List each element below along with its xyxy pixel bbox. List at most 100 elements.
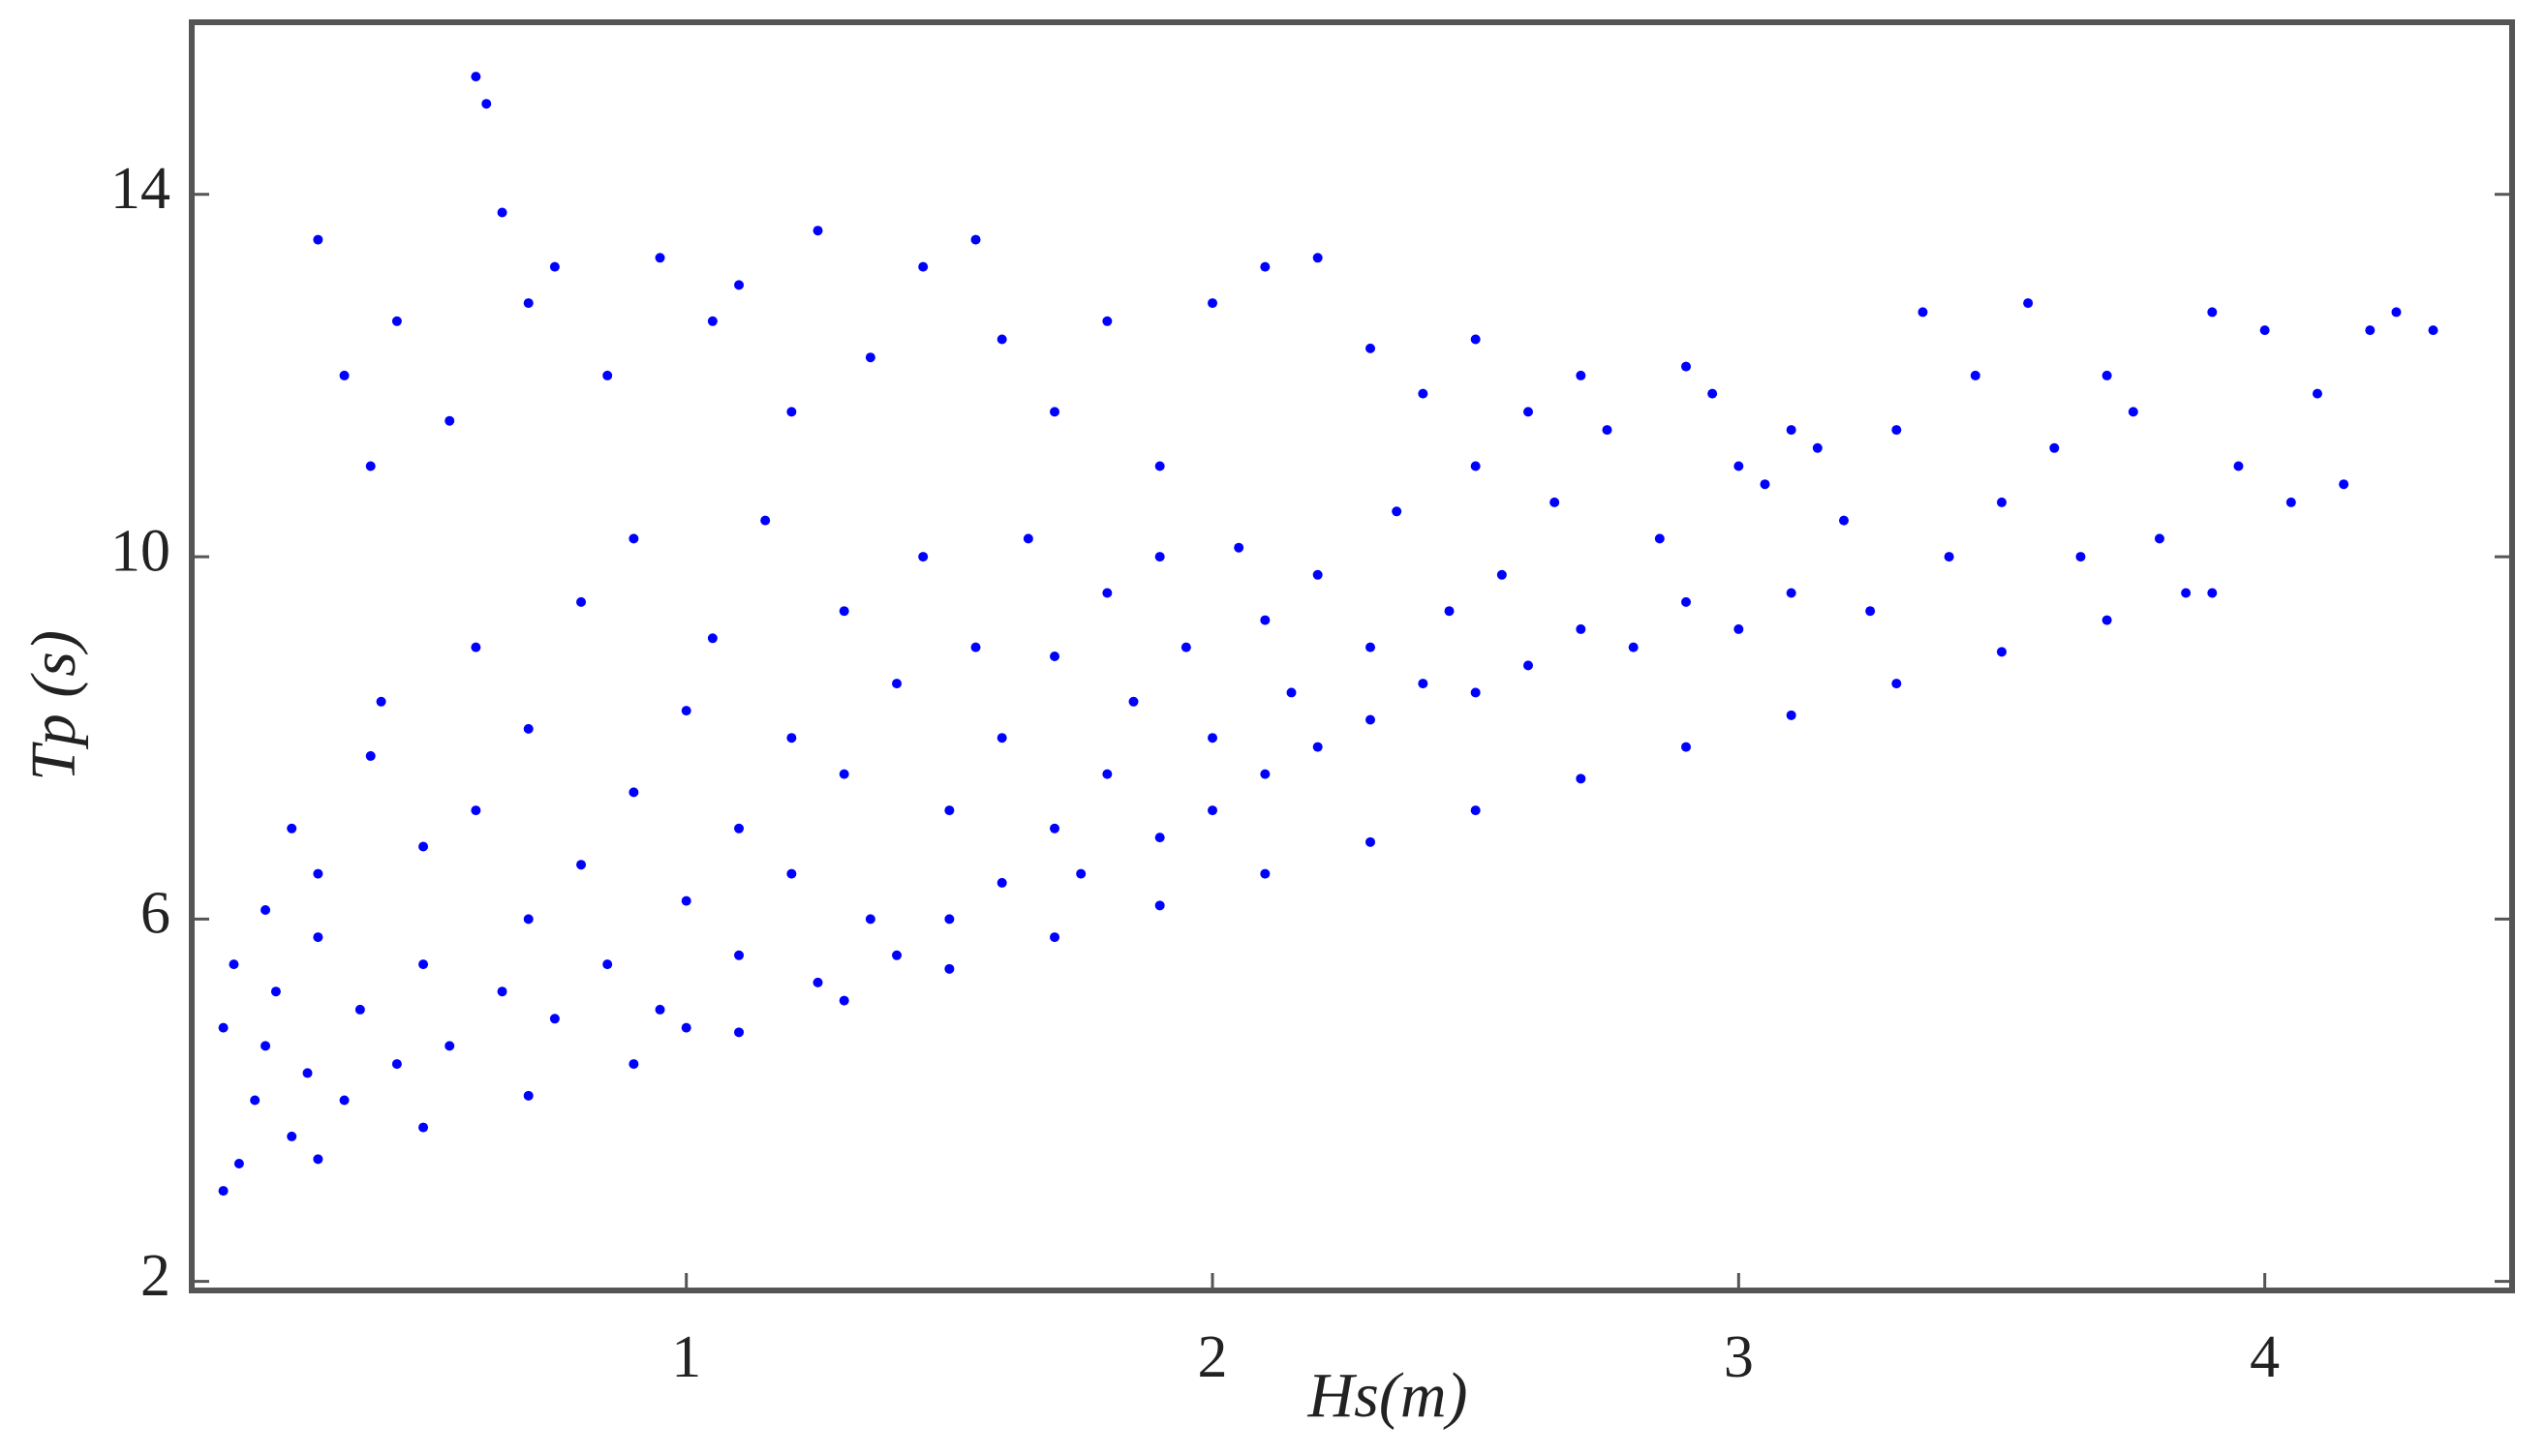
data-point <box>1260 261 1271 272</box>
data-point <box>839 606 849 617</box>
data-point <box>2075 552 2086 562</box>
data-point <box>2101 370 2112 380</box>
data-point <box>365 750 376 761</box>
data-point <box>1996 647 2007 657</box>
data-point <box>839 995 849 1006</box>
data-point <box>2207 588 2218 598</box>
data-point <box>376 696 386 707</box>
y-tick-label: 14 <box>110 156 170 222</box>
data-point <box>1260 769 1271 779</box>
data-point <box>839 769 849 779</box>
data-point <box>602 370 613 380</box>
data-point <box>2312 388 2322 399</box>
data-point <box>523 298 534 309</box>
data-point <box>1944 552 1954 562</box>
data-point <box>549 1014 560 1024</box>
data-point <box>471 642 481 652</box>
data-point <box>629 1059 639 1070</box>
data-point <box>2128 407 2138 417</box>
data-point <box>1234 542 1244 553</box>
data-point <box>1286 687 1297 698</box>
data-point <box>1102 316 1113 326</box>
data-point <box>313 234 323 245</box>
data-point <box>313 868 323 879</box>
data-point <box>1470 334 1481 345</box>
data-point <box>1576 370 1586 380</box>
data-point <box>1418 679 1428 689</box>
data-point <box>1996 497 2007 507</box>
data-point <box>1707 388 1718 399</box>
data-point <box>1023 533 1033 544</box>
data-point <box>1181 642 1191 652</box>
data-point <box>707 316 718 326</box>
data-point <box>892 950 903 960</box>
data-point <box>229 959 239 970</box>
data-point <box>1470 687 1481 698</box>
data-point <box>1154 461 1165 471</box>
data-point <box>997 877 1007 888</box>
x-tick-label: 2 <box>1198 1324 1228 1390</box>
data-point <box>1208 805 1218 816</box>
data-point <box>2259 325 2270 336</box>
data-point <box>2285 497 2296 507</box>
data-point <box>302 1068 313 1078</box>
data-point <box>1365 642 1376 652</box>
data-point <box>391 316 402 326</box>
data-point <box>1050 823 1060 834</box>
data-point <box>681 706 691 716</box>
data-point <box>1602 425 1612 436</box>
data-point <box>1970 370 1980 380</box>
data-point <box>734 280 745 290</box>
data-point <box>1681 596 1692 607</box>
data-point <box>629 533 639 544</box>
data-point <box>1891 425 1902 436</box>
data-point <box>1812 442 1823 453</box>
data-point <box>1154 552 1165 562</box>
x-axis-title: Hs(m) <box>1307 1360 1468 1431</box>
data-point <box>2181 588 2192 598</box>
data-point <box>2339 479 2349 490</box>
data-point <box>681 895 691 906</box>
data-point <box>1260 868 1271 879</box>
data-point <box>270 986 281 997</box>
data-point <box>1050 652 1060 661</box>
data-point <box>734 1027 745 1038</box>
data-point <box>1576 623 1586 634</box>
data-point <box>1654 533 1665 544</box>
data-point <box>391 1059 402 1070</box>
data-point <box>1523 660 1534 671</box>
data-point <box>2207 307 2218 318</box>
data-point <box>2428 325 2438 336</box>
data-point <box>892 679 903 689</box>
data-point <box>2154 533 2164 544</box>
data-point <box>261 905 271 915</box>
data-point <box>1365 343 1376 353</box>
data-point <box>1628 642 1639 652</box>
x-tick-label: 1 <box>671 1324 701 1390</box>
data-point <box>313 1154 323 1165</box>
data-point <box>970 642 981 652</box>
data-point <box>1523 407 1534 417</box>
data-point <box>1154 900 1165 911</box>
data-point <box>1128 696 1139 707</box>
data-point <box>944 805 955 816</box>
data-point <box>1102 588 1113 598</box>
data-point <box>655 1004 665 1015</box>
data-point <box>471 72 481 82</box>
y-axis-title: Tp (s) <box>18 630 89 781</box>
data-point <box>481 99 492 109</box>
data-point <box>1312 742 1323 752</box>
x-tick-label: 4 <box>2250 1324 2280 1390</box>
data-point <box>1786 425 1796 436</box>
data-point <box>734 950 745 960</box>
data-point <box>602 959 613 970</box>
data-point <box>629 787 639 798</box>
data-point <box>786 733 797 743</box>
data-point <box>313 932 323 943</box>
data-point <box>786 868 797 879</box>
data-point <box>1312 569 1323 580</box>
data-point <box>523 914 534 925</box>
data-point <box>865 352 875 363</box>
